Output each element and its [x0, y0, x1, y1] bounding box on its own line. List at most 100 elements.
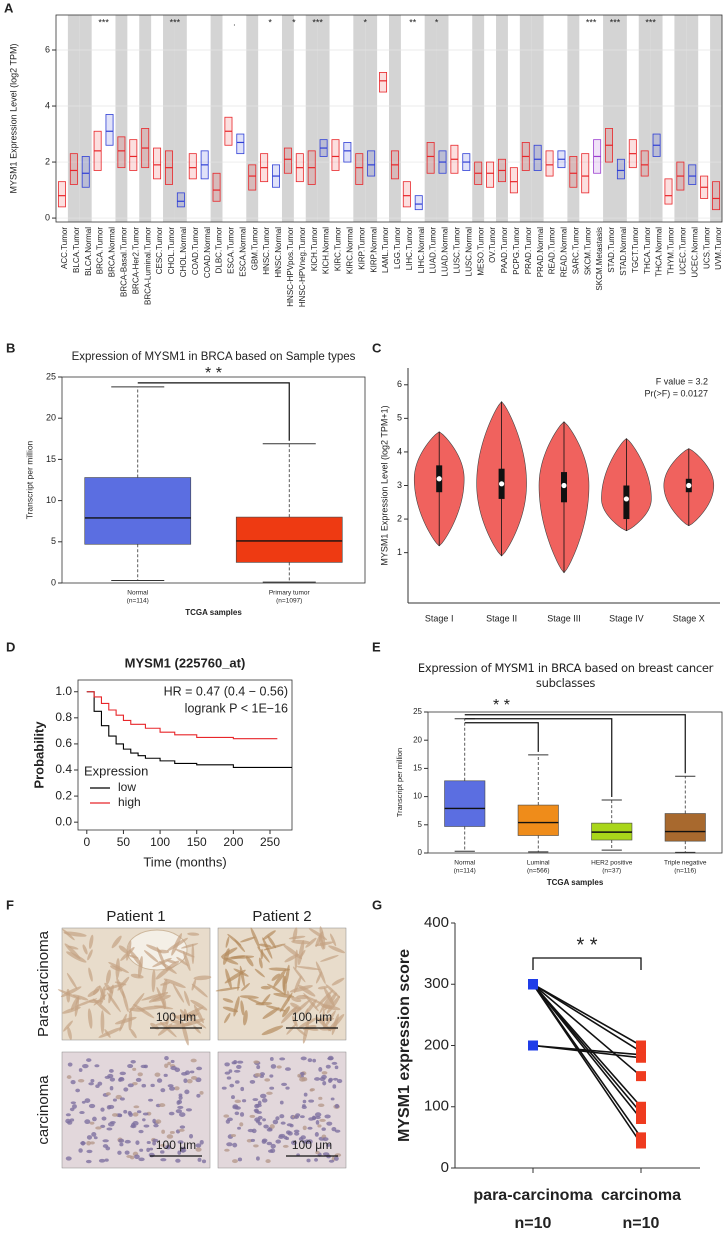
panel-label: G	[372, 897, 382, 912]
y-tick-label: 0.2	[55, 788, 72, 802]
cell-nucleus	[117, 1113, 123, 1118]
box	[129, 139, 138, 171]
cell-nucleus	[331, 1127, 337, 1132]
tissue-fiber	[98, 1027, 123, 1038]
annotation: logrank P < 1E−16	[185, 701, 288, 715]
tissue-fiber	[88, 934, 94, 949]
cell-nucleus	[105, 1092, 111, 1096]
cell-nucleus	[328, 1159, 335, 1163]
cell-nucleus	[148, 1098, 154, 1102]
tissue-fiber	[282, 1006, 290, 1018]
significance: *	[268, 17, 272, 27]
cell-nucleus	[132, 1112, 139, 1117]
x-tick-label: 200	[223, 835, 243, 849]
cell-nucleus	[301, 1140, 307, 1144]
cell-nucleus	[282, 1144, 289, 1148]
box	[248, 164, 257, 191]
group-shading	[674, 15, 687, 222]
tissue-fiber	[305, 937, 317, 948]
x-tick-label: HNSC-HPVpos.Tumor	[286, 227, 295, 307]
cell-nucleus	[139, 1148, 144, 1152]
significance: *	[435, 17, 439, 27]
cell-nucleus	[163, 1073, 168, 1077]
cell-nucleus	[191, 1075, 198, 1080]
cell-nucleus	[78, 1068, 83, 1073]
cell-nucleus	[119, 1142, 124, 1147]
cell-nucleus	[269, 1086, 275, 1090]
cell-nucleus	[197, 1157, 202, 1162]
x-tick-label: UCS.Tumor	[702, 227, 711, 269]
cell-nucleus	[132, 1067, 137, 1071]
cell-nucleus	[278, 1135, 284, 1139]
tissue-fiber	[165, 960, 180, 972]
group-shading	[603, 15, 615, 222]
tissue-fiber	[166, 937, 188, 952]
panel-label: C	[372, 340, 382, 355]
cell-nucleus	[254, 1103, 260, 1109]
tissue-fiber	[88, 999, 103, 1004]
x-tick-label: STAD.Tumor	[607, 227, 616, 273]
scale-bar-label: 100 μm	[156, 1010, 196, 1024]
tissue-fiber	[191, 943, 195, 965]
cell-nucleus	[84, 1098, 91, 1104]
x-tick-label: LIHC.Tumor	[405, 227, 414, 271]
tissue-fiber	[165, 1016, 169, 1028]
y-tick-label: 5	[397, 413, 402, 423]
cell-nucleus	[181, 1149, 185, 1153]
cell-nucleus	[324, 1114, 331, 1119]
scale-bar-label: 100 μm	[292, 1138, 332, 1152]
x-tick-label: ESCA.Tumor	[227, 227, 236, 274]
cell-nucleus	[321, 1127, 326, 1131]
cell-nucleus	[143, 1064, 148, 1069]
cell-nucleus	[72, 1104, 77, 1109]
cell-nucleus	[263, 1124, 269, 1129]
cell-nucleus	[280, 1121, 286, 1125]
pair-line	[532, 983, 642, 1144]
tissue-fiber	[141, 993, 164, 1001]
group-shading	[496, 15, 508, 222]
cell-nucleus	[86, 1135, 93, 1140]
cell-nucleus	[291, 1140, 297, 1145]
cell-nucleus	[304, 1139, 310, 1145]
plot-frame	[427, 711, 723, 854]
tissue-fiber	[183, 951, 191, 972]
tissue-fiber	[104, 1029, 111, 1038]
cell-nucleus	[70, 1079, 76, 1085]
group-shading	[281, 15, 294, 222]
cell-nucleus	[88, 1082, 94, 1086]
tissue-fiber	[292, 999, 311, 1016]
tissue-fiber	[224, 1012, 231, 1024]
cell-nucleus	[293, 1115, 299, 1119]
tissue-fiber	[67, 1026, 72, 1040]
tissue-fiber	[167, 1023, 193, 1028]
box	[188, 153, 197, 180]
cell-nucleus	[168, 1111, 175, 1116]
cell-nucleus	[306, 1158, 311, 1163]
cell-nucleus	[300, 1135, 306, 1140]
cell-nucleus	[142, 1112, 149, 1116]
x-tick-label: LUSC.Normal	[464, 227, 473, 277]
y-axis-label: Transcript per million	[24, 440, 34, 519]
cell-nucleus	[136, 1110, 142, 1114]
cell-nucleus	[308, 1117, 315, 1121]
group-shading	[79, 15, 92, 222]
x-tick-label: KICH.Tumor	[310, 227, 319, 271]
significance-bracket	[464, 718, 613, 797]
cell-nucleus	[80, 1141, 86, 1146]
tissue-fiber	[143, 950, 159, 963]
cell-nucleus	[195, 1147, 202, 1152]
tissue-fiber	[291, 997, 302, 1003]
x-tick-label: CHOL.Tumor	[167, 227, 176, 275]
tissue-fiber	[247, 998, 265, 1006]
x-tick-label: Stage IV	[609, 613, 644, 623]
tissue-fiber	[114, 1016, 137, 1025]
box	[153, 147, 162, 180]
cell-nucleus	[330, 1097, 335, 1101]
group-shading	[353, 15, 366, 222]
tissue-fiber	[271, 973, 281, 981]
cell-nucleus	[152, 1138, 159, 1143]
y-tick-label: 300	[424, 975, 449, 992]
cell-nucleus	[127, 1063, 134, 1069]
y-axis-label: Probability	[31, 721, 46, 789]
x-tick-label: para-carcinoma	[473, 1187, 592, 1204]
